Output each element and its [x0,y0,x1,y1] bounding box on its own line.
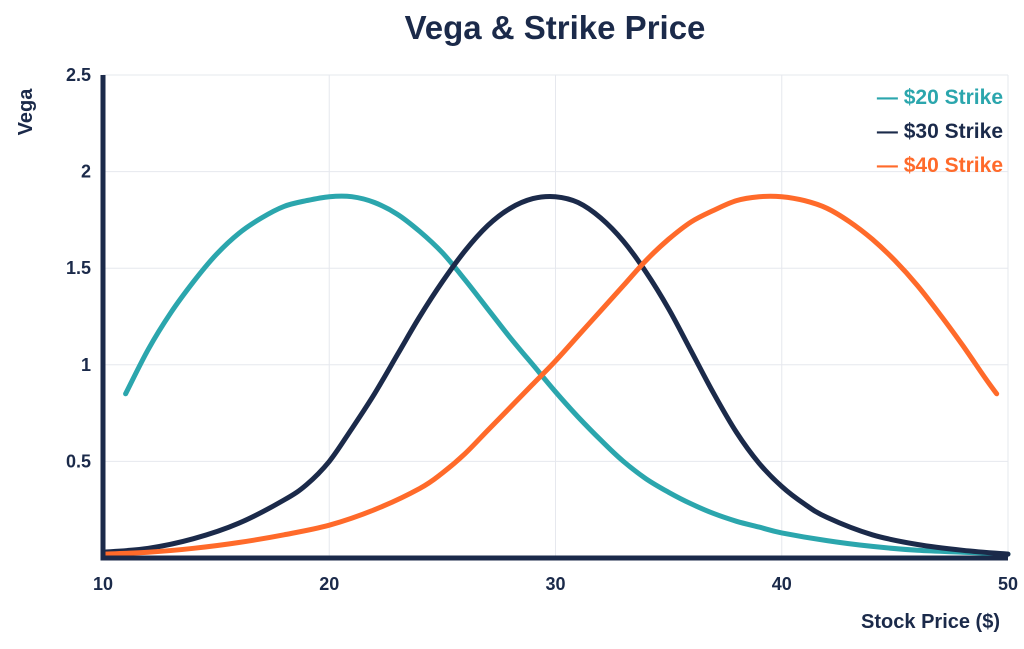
grid [102,74,1009,558]
x-tick-label: 10 [93,574,113,594]
y-tick-label: 0.5 [66,451,91,471]
y-axis-label: Vega [15,88,37,136]
x-tick-label: 50 [998,574,1018,594]
x-tick-label: 20 [319,574,339,594]
legend-entry-3: — $40 Strike [877,154,1003,177]
y-tick-label: 2 [81,162,91,182]
legend: — $20 Strike — $30 Strike — $40 Strike [877,86,1003,177]
series-line-3 [100,193,1000,557]
x-axis-label: Stock Price ($) [861,611,1000,633]
legend-entry-1: — $20 Strike [877,86,1003,109]
x-tick-label: 30 [545,574,565,594]
axes [100,75,1008,561]
chart-title: Vega & Strike Price [405,9,706,46]
x-tick-label: 40 [772,574,792,594]
y-tick-label: 2.5 [66,65,91,85]
y-tick-label: 1.5 [66,258,91,278]
tick-labels: 10 20 30 40 50 0.5 1 1.5 2 2.5 [66,65,1018,594]
series-layer [100,193,1011,557]
series-line-2 [100,193,1011,557]
series-line-1 [123,193,1011,557]
legend-entry-2: — $30 Strike [877,120,1003,143]
y-tick-label: 1 [81,355,91,375]
